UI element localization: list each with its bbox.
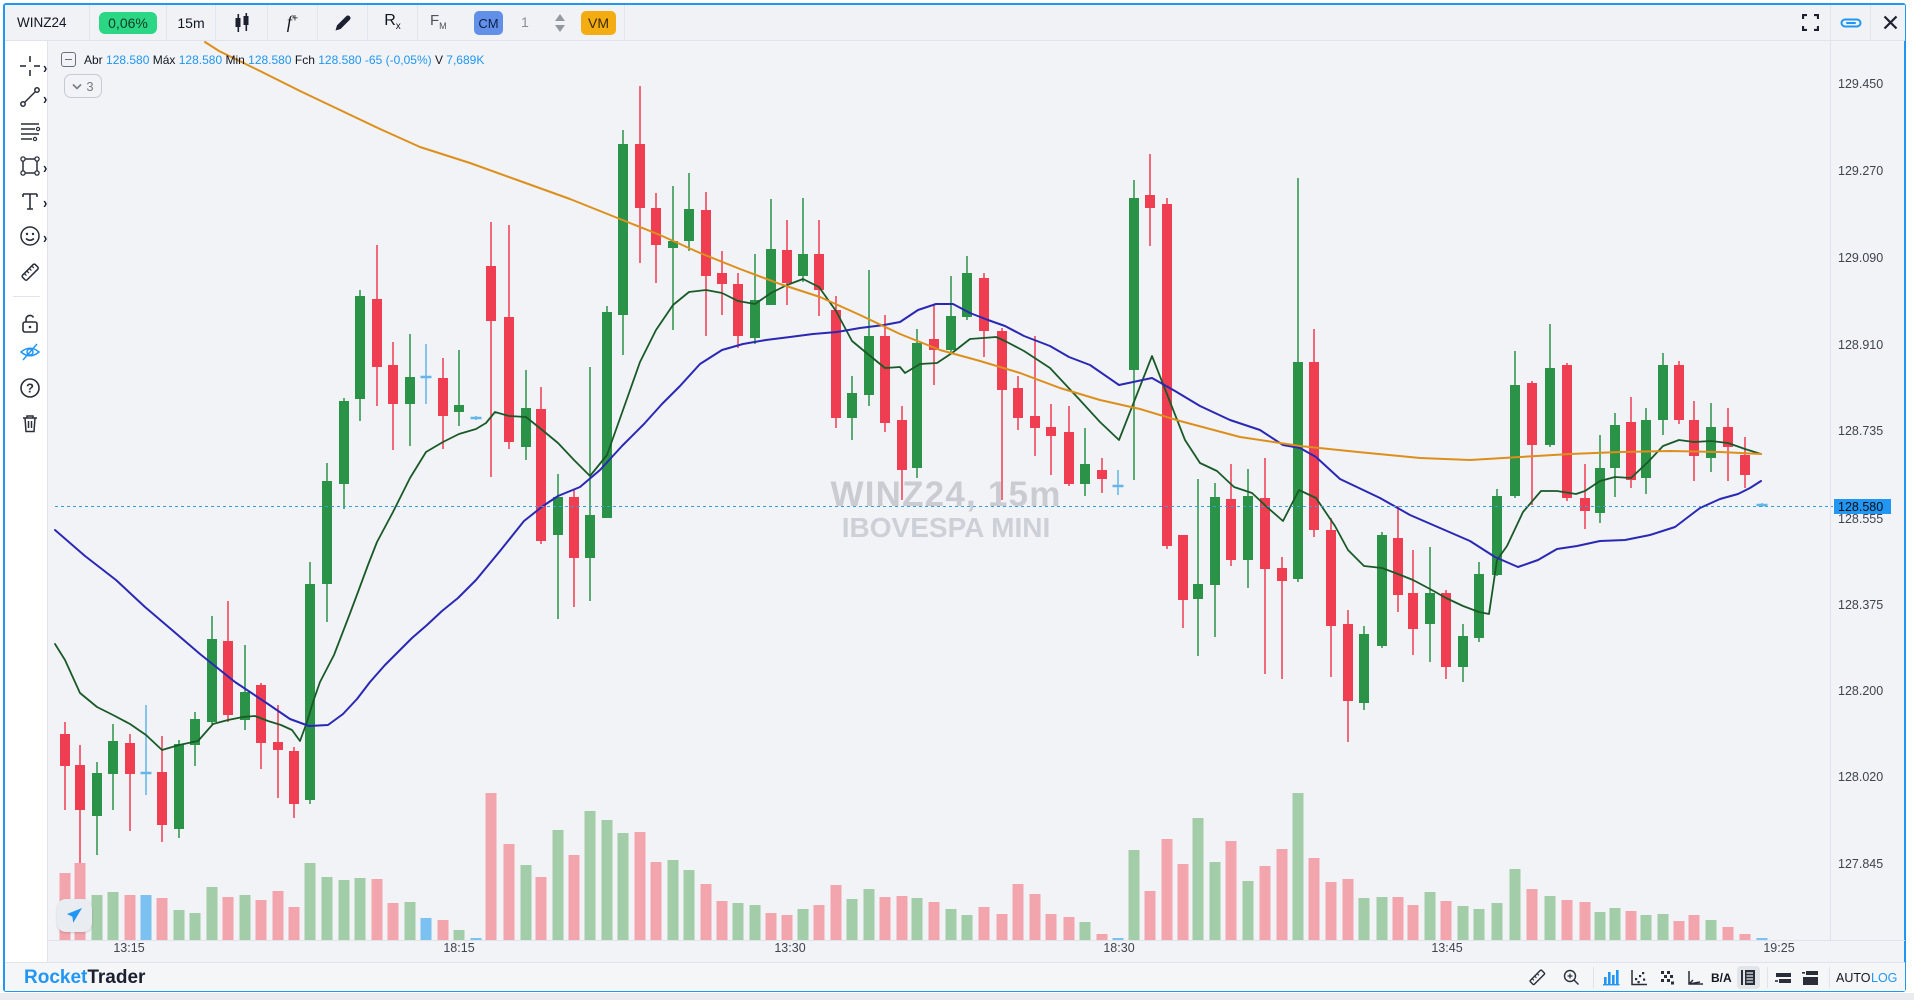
svg-text:WINZ24, 15m: WINZ24, 15m xyxy=(830,475,1061,514)
svg-text:129.090: 129.090 xyxy=(1838,251,1883,265)
svg-text:13:45: 13:45 xyxy=(1431,941,1462,955)
svg-text:128.555: 128.555 xyxy=(1838,512,1883,526)
svg-text:18:30: 18:30 xyxy=(1103,941,1134,955)
svg-text:128.735: 128.735 xyxy=(1838,424,1883,438)
svg-text:128.910: 128.910 xyxy=(1838,338,1883,352)
svg-text:IBOVESPA MINI: IBOVESPA MINI xyxy=(842,512,1050,543)
svg-text:13:30: 13:30 xyxy=(774,941,805,955)
svg-text:128.580: 128.580 xyxy=(1838,500,1883,514)
svg-text:127.845: 127.845 xyxy=(1838,857,1883,871)
svg-text:129.450: 129.450 xyxy=(1838,77,1883,91)
svg-text:13:15: 13:15 xyxy=(113,941,144,955)
svg-text:18:15: 18:15 xyxy=(443,941,474,955)
svg-text:128.375: 128.375 xyxy=(1838,598,1883,612)
svg-text:?: ? xyxy=(26,381,34,396)
svg-text:19:25: 19:25 xyxy=(1763,941,1794,955)
svg-text:128.020: 128.020 xyxy=(1838,770,1883,784)
svg-text:128.200: 128.200 xyxy=(1838,684,1883,698)
svg-text:129.270: 129.270 xyxy=(1838,164,1883,178)
